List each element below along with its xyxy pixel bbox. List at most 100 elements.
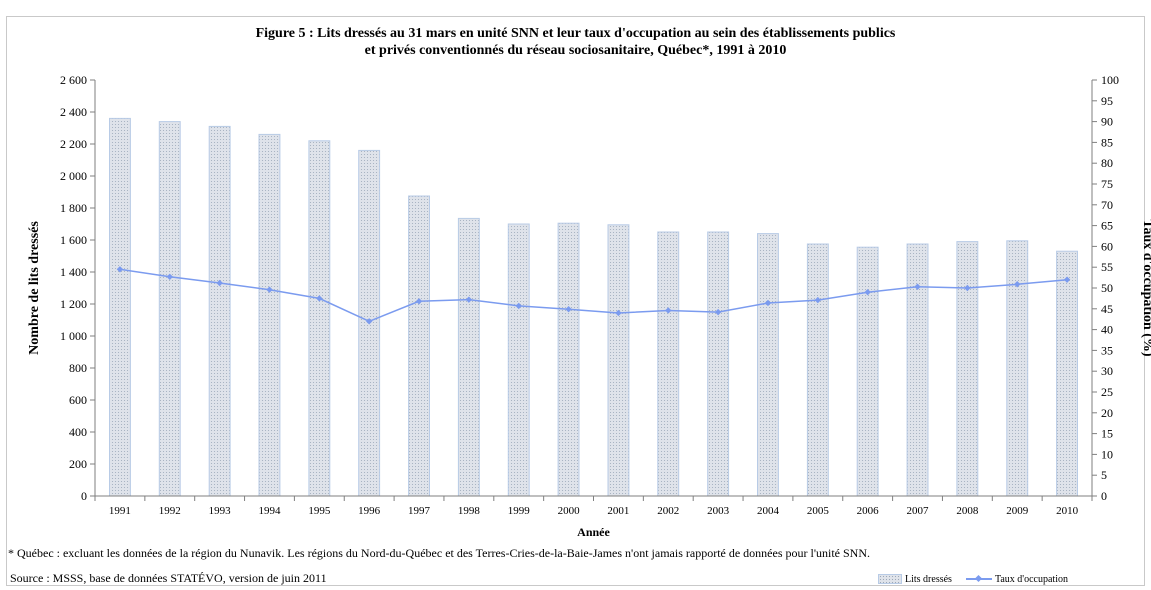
y2-tick-label: 35 [1101, 343, 1113, 357]
chart-title: Figure 5 : Lits dressés au 31 mars en un… [0, 25, 1151, 59]
legend-label-line: Taux d'occupation [994, 573, 1068, 585]
y-tick-label: 200 [69, 457, 87, 471]
bar-1995 [308, 140, 331, 497]
occupancy-point-1996 [365, 318, 373, 325]
x-tick-label: 2009 [1006, 505, 1029, 517]
source-note: Source : MSSS, base de données STATÉVO, … [10, 571, 327, 585]
legend-item-bars: Lits dressés [878, 574, 952, 585]
occupancy-point-1999 [515, 302, 522, 310]
y-tick-label: 1 600 [60, 233, 87, 247]
footnote: * Québec : excluant les données de la ré… [8, 546, 870, 560]
y2-tick-label: 70 [1101, 198, 1113, 212]
y2-tick-label: 20 [1101, 406, 1113, 420]
y2-tick-label: 50 [1101, 281, 1113, 295]
x-tick-label: 1992 [159, 505, 181, 517]
bar-2001 [607, 224, 630, 497]
x-tick-label: 1991 [109, 505, 131, 517]
chart-title-line-2: et privés conventionnés du réseau socios… [364, 43, 787, 58]
bar-1993 [208, 125, 231, 497]
y2-tick-label: 10 [1101, 447, 1113, 461]
bar-1998 [457, 217, 480, 497]
chart-title-line-1: Figure 5 : Lits dressés au 31 mars en un… [255, 26, 896, 41]
y-tick-label: 600 [69, 393, 87, 407]
bar-2006 [856, 246, 879, 497]
y2-tick-label: 95 [1101, 94, 1113, 108]
x-tick-label: 2007 [907, 505, 930, 517]
bar-2000 [557, 222, 580, 497]
x-tick-label: 1998 [458, 505, 481, 517]
y2-tick-label: 15 [1101, 427, 1113, 441]
x-tick-label: 2008 [956, 505, 979, 517]
y2-tick-label: 40 [1101, 323, 1113, 337]
bar-1994 [258, 133, 281, 497]
bar-series [109, 117, 1078, 497]
occupancy-line [119, 268, 1068, 323]
legend: Lits dressés Taux d'occupation [878, 573, 1082, 585]
bar-2007 [906, 243, 929, 497]
occupancy-point-2004 [764, 299, 772, 307]
occupancy-point-1998 [465, 296, 473, 303]
x-tick-label: 2005 [807, 505, 830, 517]
bar-2002 [657, 231, 680, 497]
bar-2010 [1056, 250, 1078, 497]
occupancy-point-2006 [864, 288, 871, 296]
bar-2004 [757, 233, 779, 497]
y-axis-label: Nombre de lits dressés [27, 221, 42, 355]
y-tick-label: 2 000 [60, 169, 87, 183]
x-tick-label: 2001 [607, 505, 629, 517]
y2-tick-label: 100 [1101, 73, 1119, 87]
bar-1999 [507, 223, 530, 497]
y2-tick-label: 55 [1101, 260, 1113, 274]
occupancy-point-2005 [814, 296, 822, 304]
x-tick-label: 2000 [558, 505, 581, 517]
y2-tick-label: 5 [1101, 468, 1107, 482]
occupancy-point-2008 [964, 284, 971, 292]
x-tick-label: 1997 [408, 505, 431, 517]
y-tick-label: 0 [81, 489, 87, 503]
line-series [116, 266, 1071, 325]
occupancy-point-1994 [266, 286, 273, 293]
occupancy-point-1991 [116, 266, 124, 273]
bar-2003 [707, 231, 730, 497]
y2-tick-label: 30 [1101, 364, 1113, 378]
y-tick-label: 1 000 [60, 329, 87, 343]
occupancy-point-1993 [216, 279, 223, 287]
x-tick-label: 1995 [308, 505, 331, 517]
bar-2009 [1006, 240, 1029, 497]
y-tick-label: 2 600 [60, 73, 87, 87]
x-tick-label: 2002 [657, 505, 679, 517]
y2-tick-label: 25 [1101, 385, 1113, 399]
occupancy-point-2010 [1063, 276, 1071, 283]
occupancy-point-2000 [565, 306, 572, 313]
y-tick-label: 800 [69, 361, 87, 375]
y2-tick-label: 65 [1101, 219, 1113, 233]
y-tick-label: 2 200 [60, 137, 87, 151]
y2-tick-label: 90 [1101, 115, 1113, 129]
bar-1991 [109, 117, 131, 497]
x-tick-label: 1993 [209, 505, 232, 517]
y2-tick-label: 75 [1101, 177, 1113, 191]
legend-label-bars: Lits dressés [905, 573, 952, 585]
y2-tick-label: 85 [1101, 135, 1113, 149]
y-tick-label: 1 400 [60, 265, 87, 279]
occupancy-point-2001 [615, 309, 622, 317]
axis-labels: Année Nombre de lits dressés Taux d'occu… [27, 219, 1151, 539]
y2-tick-label: 0 [1101, 489, 1107, 503]
x-tick-label: 2006 [857, 505, 880, 517]
y2-axis-label: Taux d'occupation (%) [1140, 219, 1151, 357]
x-tick-label: 2003 [707, 505, 730, 517]
y-tick-label: 1 800 [60, 201, 87, 215]
occupancy-point-1997 [415, 298, 423, 305]
y2-tick-label: 45 [1101, 302, 1113, 316]
legend-swatch-line [965, 575, 992, 583]
occupancy-point-1992 [166, 273, 173, 280]
y-tick-label: 2 400 [60, 105, 87, 119]
x-tick-label: 1999 [508, 505, 531, 517]
legend-swatch-bars [878, 574, 902, 584]
bar-1992 [158, 121, 181, 497]
y2-tick-label: 80 [1101, 156, 1113, 170]
y-tick-label: 1 200 [60, 297, 87, 311]
y-tick-label: 400 [69, 425, 87, 439]
x-tick-label: 1994 [258, 505, 281, 517]
